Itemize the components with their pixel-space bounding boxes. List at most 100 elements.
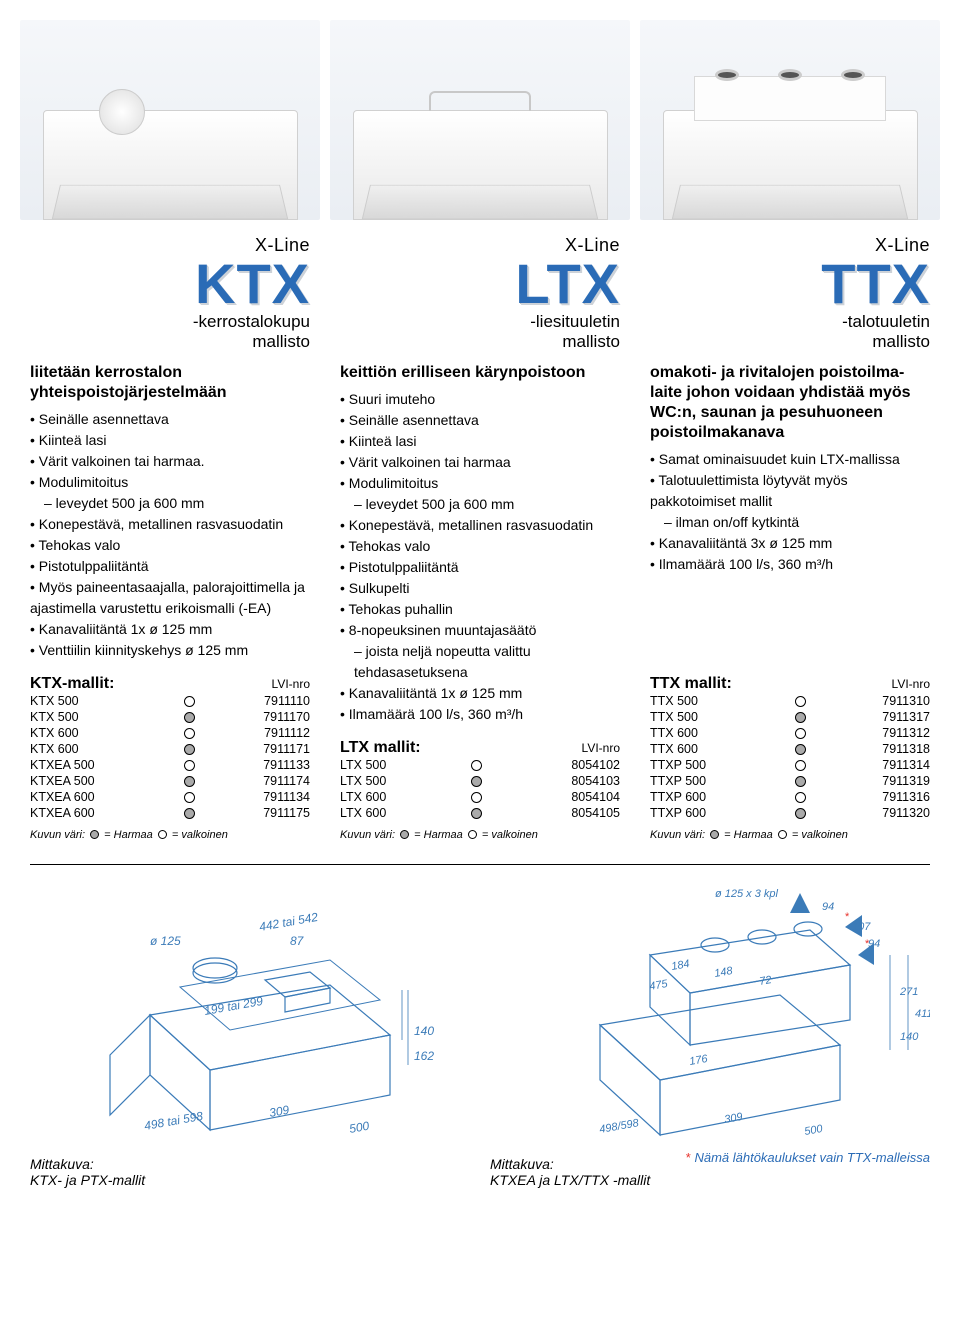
svg-text:442 tai 542: 442 tai 542 — [258, 910, 319, 934]
model-name: TTX 500 — [650, 709, 785, 725]
feature-item: Sulkupelti — [340, 578, 620, 599]
feature-list: Suuri imutehoSeinälle asennettavaKiinteä… — [340, 389, 620, 725]
lvi-number: 7911318 — [815, 741, 930, 757]
feature-item: Myös paineentasaajalla, palora­joittimel… — [30, 577, 310, 619]
table-row: LTX 600 8054105 — [340, 805, 620, 821]
table-row: KTX 5007911110 — [30, 693, 310, 709]
model-name: TTXP 500 — [650, 773, 785, 789]
table-row: TTX 500 7911310 — [650, 693, 930, 709]
table-row: TTX 6007911318 — [650, 741, 930, 757]
table-row: TTXP 5007911314 — [650, 757, 930, 773]
color-legend: Kuvun väri: = Harmaa = valkoinen — [30, 829, 310, 841]
dimension-drawing-b: ø 125 x 3 kpl 184 148 72 475 94 107 94 2… — [490, 885, 930, 1188]
feature-item: Ilmamäärä 100 l/s, 360 m³/h — [650, 554, 930, 575]
color-dot — [785, 741, 815, 757]
model-name: TTXP 600 — [650, 805, 785, 821]
feature-item: Venttiilin kiinnityskehys ø 125 mm — [30, 640, 310, 661]
lvi-number: 7911133 — [205, 757, 310, 773]
color-dot — [175, 693, 205, 709]
lvi-number: 7911312 — [815, 725, 930, 741]
color-dot — [785, 709, 815, 725]
svg-text:94: 94 — [868, 938, 880, 950]
model-subtitle: mallisto — [340, 332, 620, 352]
dim-svg-b: ø 125 x 3 kpl 184 148 72 475 94 107 94 2… — [490, 885, 930, 1145]
model-name: KTXEA 500 — [30, 773, 175, 789]
lvi-number: 7911316 — [815, 789, 930, 805]
table-row: TTX 5007911317 — [650, 709, 930, 725]
model-code: TTX — [650, 256, 930, 312]
column-ttx: X-LineTTX-talotuuletinmallistoomakoti- j… — [650, 235, 930, 841]
svg-text:176: 176 — [688, 1053, 709, 1068]
feature-item: Kanavaliitäntä 1x ø 125 mm — [30, 619, 310, 640]
feature-item: Kanavaliitäntä 3x ø 125 mm — [650, 533, 930, 554]
feature-item: Modulimitoitus — [30, 472, 310, 493]
lvi-number: 7911175 — [205, 805, 310, 821]
feature-item: Seinälle asennettava — [30, 409, 310, 430]
svg-text:*: * — [865, 938, 870, 950]
svg-text:500: 500 — [803, 1123, 824, 1138]
color-dot — [175, 805, 205, 821]
color-dot — [785, 773, 815, 789]
feature-item: Seinälle asennettava — [340, 410, 620, 431]
color-dot — [462, 789, 492, 805]
color-dot — [175, 725, 205, 741]
model-name: TTX 600 — [650, 725, 785, 741]
model-name: KTX 500 — [30, 693, 175, 709]
dimensions-row: ø 125 442 tai 542 199 tai 299 498 tai 59… — [0, 865, 960, 1218]
table-row: LTX 5008054103 — [340, 773, 620, 789]
feature-item: Tehokas valo — [30, 535, 310, 556]
feature-item: – leveydet 500 ja 600 mm — [340, 494, 620, 515]
feature-item: Kiinteä lasi — [30, 430, 310, 451]
table-title: LTX mallit:LVI-nro — [340, 739, 620, 757]
svg-text:87: 87 — [290, 934, 305, 948]
color-dot — [462, 773, 492, 789]
table-row: KTXEA 5007911174 — [30, 773, 310, 789]
model-subtitle: mallisto — [650, 332, 930, 352]
model-subtitle: mallisto — [30, 332, 310, 352]
feature-item: Samat ominaisuudet kuin LTX-mallissa — [650, 449, 930, 470]
table-row: KTXEA 6007911134 — [30, 789, 310, 805]
lvi-number: 8054102 — [492, 757, 620, 773]
color-dot — [785, 805, 815, 821]
feature-item: Kiinteä lasi — [340, 431, 620, 452]
feature-item: Värit valkoinen tai harmaa — [340, 452, 620, 473]
model-name: LTX 600 — [340, 805, 462, 821]
model-table: LTX 5008054102LTX 5008054103LTX 60080541… — [340, 757, 620, 821]
lvi-number: 8054104 — [492, 789, 620, 805]
color-dot — [175, 773, 205, 789]
color-dot — [785, 693, 815, 709]
svg-text:411: 411 — [915, 1008, 930, 1020]
feature-item: – ilman on/off kytkintä — [650, 512, 930, 533]
columns: X-LineKTX-kerrostalokupumallistoliitetää… — [0, 230, 960, 856]
feature-item: Ilmamäärä 100 l/s, 360 m³/h — [340, 704, 620, 725]
svg-text:498/598: 498/598 — [598, 1117, 640, 1136]
model-name: KTXEA 600 — [30, 789, 175, 805]
product-image-ttx — [640, 20, 940, 220]
lvi-number: 7911310 — [815, 693, 930, 709]
product-image-ltx — [330, 20, 630, 220]
feature-item: Pistotulppaliitäntä — [30, 556, 310, 577]
color-dot — [462, 805, 492, 821]
color-legend: Kuvun väri: = Harmaa = valkoinen — [650, 829, 930, 841]
model-name: TTXP 600 — [650, 789, 785, 805]
feature-item: – joista neljä nopeutta valittu tehdasas… — [340, 641, 620, 683]
model-code: LTX — [340, 256, 620, 312]
lead-text: keittiön erilliseen kärynpoistoon — [340, 363, 620, 383]
color-dot — [785, 757, 815, 773]
svg-text:309: 309 — [268, 1102, 290, 1119]
svg-text:72: 72 — [758, 974, 772, 988]
svg-text:309: 309 — [723, 1111, 743, 1126]
model-name: TTXP 500 — [650, 757, 785, 773]
dim-label: ø 125 — [150, 934, 181, 948]
color-dot — [175, 741, 205, 757]
feature-item: Konepestävä, metallinen rasvasuodatin — [340, 515, 620, 536]
model-name: TTX 500 — [650, 693, 785, 709]
feature-item: Konepestävä, metallinen rasvasuodatin — [30, 514, 310, 535]
color-dot — [462, 757, 492, 773]
feature-list: Seinälle asennettavaKiinteä lasiVärit va… — [30, 409, 310, 661]
feature-item: Tehokas valo — [340, 536, 620, 557]
svg-text:162: 162 — [414, 1049, 434, 1063]
lvi-number: 8054105 — [492, 805, 620, 821]
table-row: TTXP 6007911320 — [650, 805, 930, 821]
column-ktx: X-LineKTX-kerrostalokupumallistoliitetää… — [30, 235, 310, 841]
